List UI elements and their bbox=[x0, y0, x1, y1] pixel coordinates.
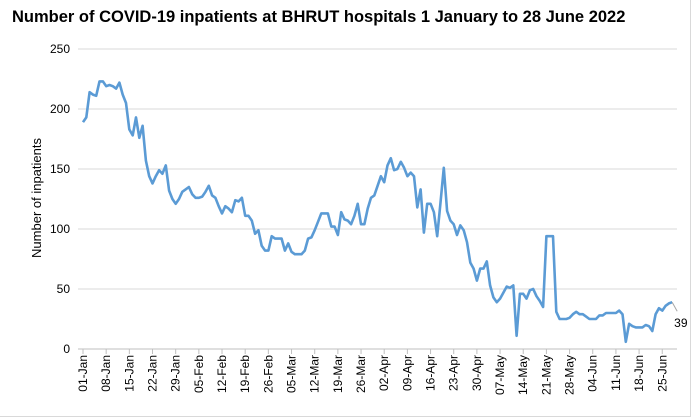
y-tick-label: 150 bbox=[50, 162, 70, 176]
x-tick-label: 02-Apr bbox=[377, 355, 391, 391]
x-tick-label: 01-Jan bbox=[76, 355, 90, 392]
y-tick-label: 50 bbox=[57, 282, 71, 296]
chart-title: Number of COVID-19 inpatients at BHRUT h… bbox=[12, 8, 626, 26]
data-label-last: 39 bbox=[674, 316, 688, 330]
y-axis-label: Number of inpatients bbox=[29, 138, 44, 258]
x-tick-label: 19-Feb bbox=[238, 355, 252, 393]
x-tick-label: 21-May bbox=[539, 355, 553, 395]
y-tick-label: 250 bbox=[50, 42, 70, 56]
x-tick-label: 23-Apr bbox=[447, 355, 461, 391]
x-tick-label: 26-Mar bbox=[354, 355, 368, 393]
x-tick-label: 25-Jun bbox=[655, 355, 669, 392]
x-tick-label: 30-Apr bbox=[470, 355, 484, 391]
x-tick-label: 14-May bbox=[516, 355, 530, 395]
x-tick-label: 15-Jan bbox=[122, 355, 136, 392]
x-tick-label: 26-Feb bbox=[261, 355, 275, 393]
y-tick-label: 100 bbox=[50, 222, 70, 236]
x-tick-label: 05-Feb bbox=[192, 355, 206, 393]
x-tick-label: 19-Mar bbox=[331, 355, 345, 393]
x-tick-label: 05-Mar bbox=[285, 355, 299, 393]
x-tick-label: 12-Mar bbox=[308, 355, 322, 393]
x-tick-label: 07-May bbox=[493, 355, 507, 395]
series-line bbox=[81, 80, 673, 344]
x-tick-label: 22-Jan bbox=[146, 355, 160, 392]
data-label-leader bbox=[671, 301, 678, 312]
x-tick-label: 11-Jun bbox=[609, 355, 623, 391]
x-tick-label: 04-Jun bbox=[586, 355, 600, 392]
x-tick-label: 28-May bbox=[563, 355, 577, 395]
x-tick-label: 18-Jun bbox=[632, 355, 646, 392]
y-tick-label: 200 bbox=[50, 102, 70, 116]
x-tick-label: 09-Apr bbox=[400, 355, 414, 391]
x-tick-label: 29-Jan bbox=[169, 355, 183, 392]
y-tick-label: 0 bbox=[63, 342, 70, 356]
x-tick-label: 12-Feb bbox=[215, 355, 229, 393]
x-tick-label: 16-Apr bbox=[424, 355, 438, 391]
x-tick-label: 08-Jan bbox=[99, 355, 113, 392]
